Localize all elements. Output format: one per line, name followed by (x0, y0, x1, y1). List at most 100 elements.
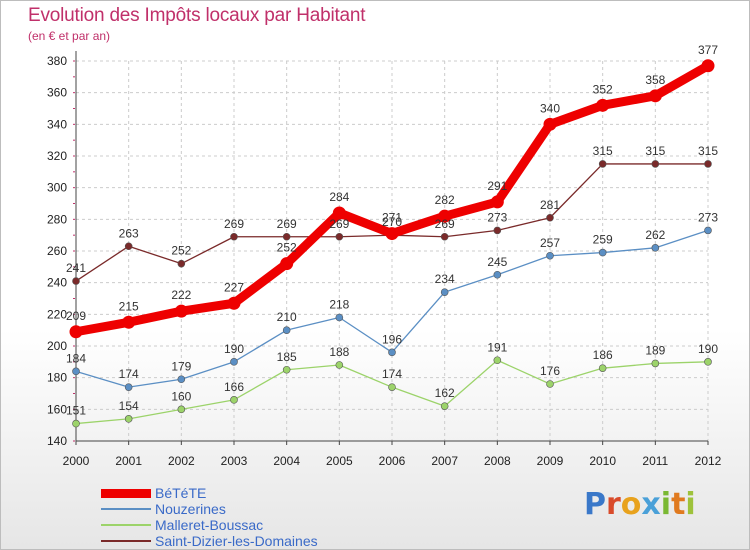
data-point (701, 59, 715, 73)
data-label: 222 (171, 288, 191, 302)
data-point (493, 270, 502, 279)
logo-letter: i (660, 487, 672, 522)
data-label: 189 (645, 343, 665, 357)
data-label: 358 (645, 73, 665, 87)
data-label: 269 (277, 217, 297, 231)
chart-subtitle: (en € et par an) (28, 29, 111, 43)
y-tick-label: 320 (47, 149, 67, 163)
data-label: 269 (224, 217, 244, 231)
data-point (490, 195, 504, 209)
data-label: 215 (119, 299, 139, 313)
data-label: 340 (540, 101, 560, 115)
data-point (335, 313, 344, 322)
data-point (69, 325, 83, 339)
data-label: 315 (593, 144, 613, 158)
data-point (598, 160, 607, 168)
data-label: 259 (593, 233, 613, 247)
y-tick-label: 160 (47, 402, 67, 416)
data-point (124, 415, 133, 423)
data-label: 154 (119, 399, 139, 413)
proxiti-logo: Proxiti (584, 487, 696, 522)
data-point (704, 226, 712, 235)
legend-swatch (101, 540, 151, 542)
x-tick-label: 2003 (221, 454, 248, 468)
logo-letter: P (584, 487, 606, 522)
legend-swatch (101, 524, 151, 526)
y-tick-label: 360 (47, 86, 67, 100)
y-tick-label: 220 (47, 307, 67, 321)
data-label: 151 (66, 404, 86, 418)
data-label: 262 (645, 228, 665, 242)
series-points (69, 59, 715, 428)
y-tick-label: 260 (47, 244, 67, 258)
y-tick-labels: 140 160 180 200 220 240 260 280 300 320 340 360 380 (47, 54, 67, 448)
y-tick-label: 140 (47, 434, 67, 448)
x-tick-label: 2002 (168, 454, 195, 468)
data-point (493, 226, 502, 235)
data-point (546, 380, 554, 388)
data-label: 162 (435, 386, 455, 400)
data-label: 273 (487, 210, 507, 224)
legend-swatch (101, 488, 151, 498)
y-tick-label: 380 (47, 54, 67, 68)
data-label: 270 (382, 215, 402, 229)
data-point (546, 213, 554, 222)
data-point (174, 304, 188, 318)
data-point (72, 367, 80, 376)
x-tick-label: 2008 (484, 454, 511, 468)
x-tick-label: 2001 (115, 454, 142, 468)
data-label: 252 (277, 241, 297, 255)
line-chart: 140160180200220240260280300320340360380 … (47, 43, 722, 468)
data-label: 284 (329, 190, 349, 204)
x-tick-label: 2000 (63, 454, 90, 468)
x-tick-labels: 2000 2001 2002 2003 2004 2005 2006 2007 2008 2009… (63, 454, 722, 468)
data-point (440, 232, 449, 241)
data-label: 179 (171, 359, 191, 373)
x-tick-label: 2009 (537, 454, 564, 468)
data-point (335, 361, 344, 369)
data-label: 252 (171, 244, 191, 258)
data-point (440, 288, 449, 296)
data-point (651, 244, 660, 252)
data-label: 245 (487, 255, 507, 269)
data-point (124, 383, 133, 391)
data-label: 352 (593, 82, 613, 96)
data-point (651, 160, 660, 168)
data-point (704, 160, 712, 168)
x-tick-label: 2006 (379, 454, 406, 468)
data-label: 291 (487, 179, 507, 193)
data-label: 188 (329, 345, 349, 359)
data-point (388, 348, 396, 357)
y-tick-label: 180 (47, 371, 67, 385)
data-label: 377 (698, 43, 718, 57)
data-label: 269 (329, 217, 349, 231)
data-label: 269 (435, 217, 455, 231)
logo-letter: i (685, 487, 696, 522)
data-point (598, 364, 607, 372)
data-labels: 241 263 252 269 269 269 270 269 273 281 315 315 315 1… (66, 43, 718, 418)
data-label: 257 (540, 236, 560, 250)
data-point (493, 356, 502, 365)
legend-label: Nouzerines (155, 501, 226, 517)
data-point (282, 232, 291, 241)
data-label: 166 (224, 380, 244, 394)
data-label: 174 (382, 367, 402, 381)
y-tick-label: 340 (47, 117, 67, 131)
data-point (282, 365, 291, 374)
data-point (230, 396, 238, 404)
data-label: 160 (171, 389, 191, 403)
data-point (543, 117, 557, 131)
x-tick-label: 2004 (273, 454, 300, 468)
logo-letter: x (641, 487, 661, 522)
y-tick-label: 240 (47, 276, 67, 290)
y-tick-label: 200 (47, 339, 67, 353)
data-point (282, 326, 291, 334)
data-point (332, 206, 346, 220)
y-tick-label: 280 (47, 212, 67, 226)
data-point (596, 98, 610, 112)
data-label: 227 (224, 280, 244, 294)
data-label: 241 (66, 261, 86, 275)
x-tick-label: 2010 (589, 454, 616, 468)
legend-swatch (101, 508, 151, 510)
